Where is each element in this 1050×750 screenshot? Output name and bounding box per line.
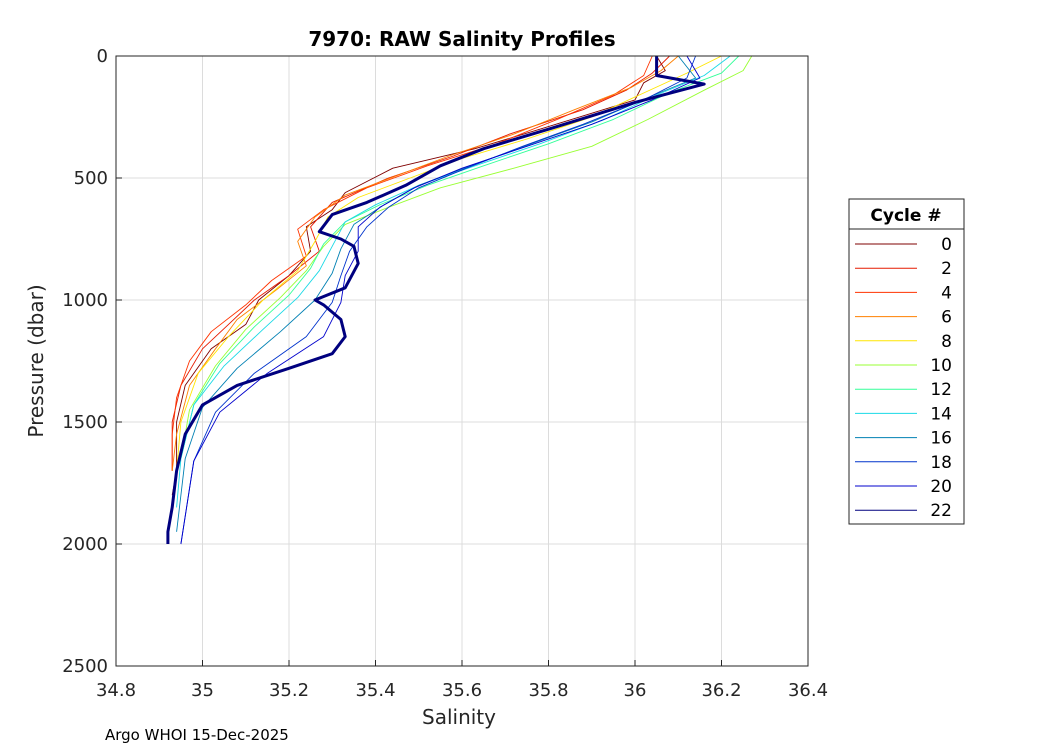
x-tick-label: 35 [191, 680, 214, 701]
y-tick-label: 2000 [62, 534, 108, 555]
x-tick-label: 35.6 [442, 680, 482, 701]
y-axis-ticks: 0 500 1000 1500 2000 2500 [62, 46, 122, 677]
series-line-cycle-16 [176, 55, 697, 532]
legend-label-cycle-12: 12 [930, 380, 952, 400]
series-line-cycle-22 [166, 56, 706, 544]
series-line-cycle-6 [171, 55, 679, 471]
chart-title: 7970: RAW Salinity Profiles [308, 27, 615, 51]
legend-label-cycle-10: 10 [930, 356, 952, 376]
grid-lines [116, 56, 808, 666]
y-tick-label: 1500 [62, 412, 108, 433]
x-tick-label: 35.2 [269, 680, 309, 701]
series-line-cycle-4 [171, 55, 653, 471]
legend-label-cycle-16: 16 [930, 429, 952, 449]
y-tick-label: 1000 [62, 290, 108, 311]
y-tick-label: 2500 [62, 656, 108, 677]
legend-label-cycle-18: 18 [930, 453, 952, 473]
legend: Cycle # 0 2 4 6 8 10 12 14 16 18 20 22 [848, 198, 965, 525]
series-line-cycle-12 [180, 55, 740, 459]
series-line-cycle-2 [171, 55, 670, 471]
legend-label-cycle-6: 6 [941, 308, 952, 328]
legend-label-cycle-8: 8 [941, 332, 952, 352]
series-line-cycle-0 [171, 55, 666, 496]
legend-label-cycle-0: 0 [941, 235, 952, 255]
legend-title: Cycle # [870, 206, 941, 226]
series-line-cycle-18 [180, 55, 697, 545]
y-axis-label: Pressure (dbar) [24, 284, 48, 437]
x-tick-label: 35.4 [355, 680, 395, 701]
legend-entries: 0 2 4 6 8 10 12 14 16 18 20 22 [855, 235, 952, 521]
y-tick-label: 500 [74, 168, 108, 189]
legend-label-cycle-20: 20 [930, 477, 952, 497]
x-tick-label: 36.2 [701, 680, 741, 701]
x-tick-label: 36 [624, 680, 647, 701]
legend-label-cycle-2: 2 [941, 259, 952, 279]
plot-area: 34.8 35 35.2 35.4 35.6 35.8 36 36.2 36.4 0 500 100… [62, 46, 828, 701]
series-lines [166, 55, 753, 545]
x-axis-ticks: 34.8 35 35.2 35.4 35.6 35.8 36 36.2 36.4 [96, 660, 828, 701]
legend-label-cycle-14: 14 [930, 404, 952, 424]
x-tick-label: 36.4 [788, 680, 828, 701]
series-line-cycle-8 [176, 55, 722, 471]
legend-box [848, 198, 965, 525]
y-tick-label: 0 [97, 46, 108, 67]
legend-label-cycle-22: 22 [930, 501, 952, 521]
series-line-cycle-14 [176, 55, 731, 508]
x-tick-label: 34.8 [96, 680, 136, 701]
series-line-cycle-20 [180, 55, 701, 545]
legend-label-cycle-4: 4 [941, 283, 952, 303]
x-axis-label: Salinity [422, 705, 496, 729]
footer-credit: Argo WHOI 15-Dec-2025 [105, 726, 289, 744]
x-tick-label: 35.8 [528, 680, 568, 701]
